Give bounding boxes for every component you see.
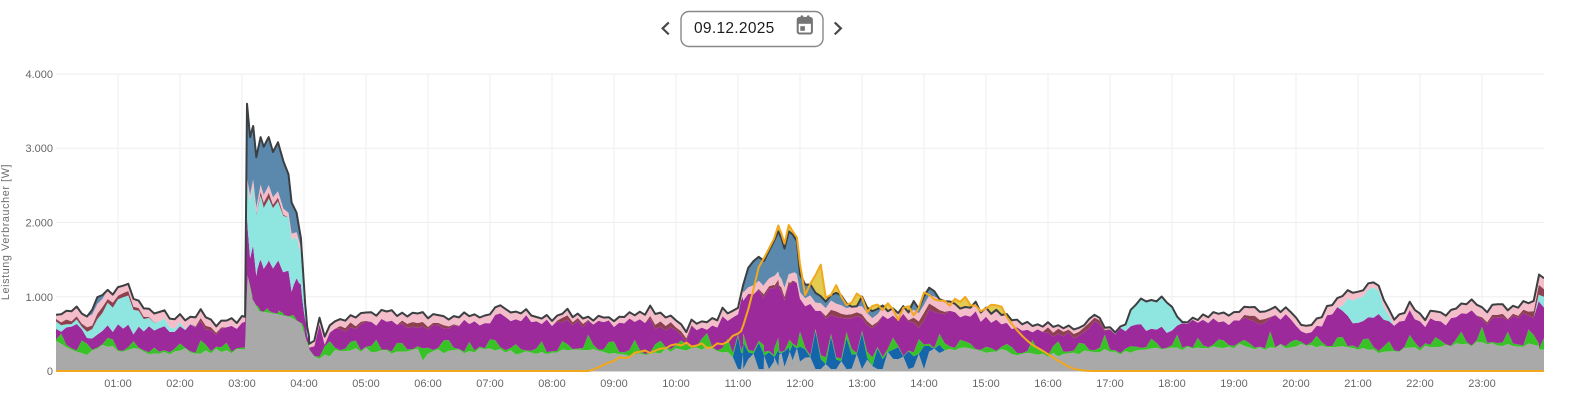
svg-text:3.000: 3.000 [25,143,53,155]
svg-text:06:00: 06:00 [414,378,442,390]
svg-text:20:00: 20:00 [1282,378,1310,390]
svg-text:2.000: 2.000 [25,218,53,230]
svg-text:0: 0 [47,366,53,378]
svg-text:18:00: 18:00 [1158,378,1186,390]
svg-text:03:00: 03:00 [228,378,256,390]
svg-text:09:00: 09:00 [600,378,628,390]
svg-text:04:00: 04:00 [290,378,318,390]
svg-text:08:00: 08:00 [538,378,566,390]
svg-text:14:00: 14:00 [910,378,938,390]
svg-text:4.000: 4.000 [25,69,53,81]
svg-text:21:00: 21:00 [1344,378,1372,390]
svg-text:11:00: 11:00 [725,378,752,390]
svg-text:15:00: 15:00 [972,378,1000,390]
svg-text:1.000: 1.000 [25,292,53,304]
svg-text:09.12.2025: 09.12.2025 [694,20,775,37]
svg-text:16:00: 16:00 [1034,378,1062,390]
svg-text:23:00: 23:00 [1468,378,1496,390]
svg-text:10:00: 10:00 [662,378,690,390]
svg-text:Leistung Verbraucher [W]: Leistung Verbraucher [W] [0,164,12,300]
svg-text:01:00: 01:00 [104,378,132,390]
svg-text:19:00: 19:00 [1220,378,1248,390]
svg-text:02:00: 02:00 [166,378,194,390]
svg-text:12:00: 12:00 [786,378,814,390]
svg-text:17:00: 17:00 [1096,378,1124,390]
svg-text:13:00: 13:00 [848,378,876,390]
svg-text:05:00: 05:00 [352,378,380,390]
svg-text:22:00: 22:00 [1406,378,1434,390]
svg-text:07:00: 07:00 [476,378,504,390]
